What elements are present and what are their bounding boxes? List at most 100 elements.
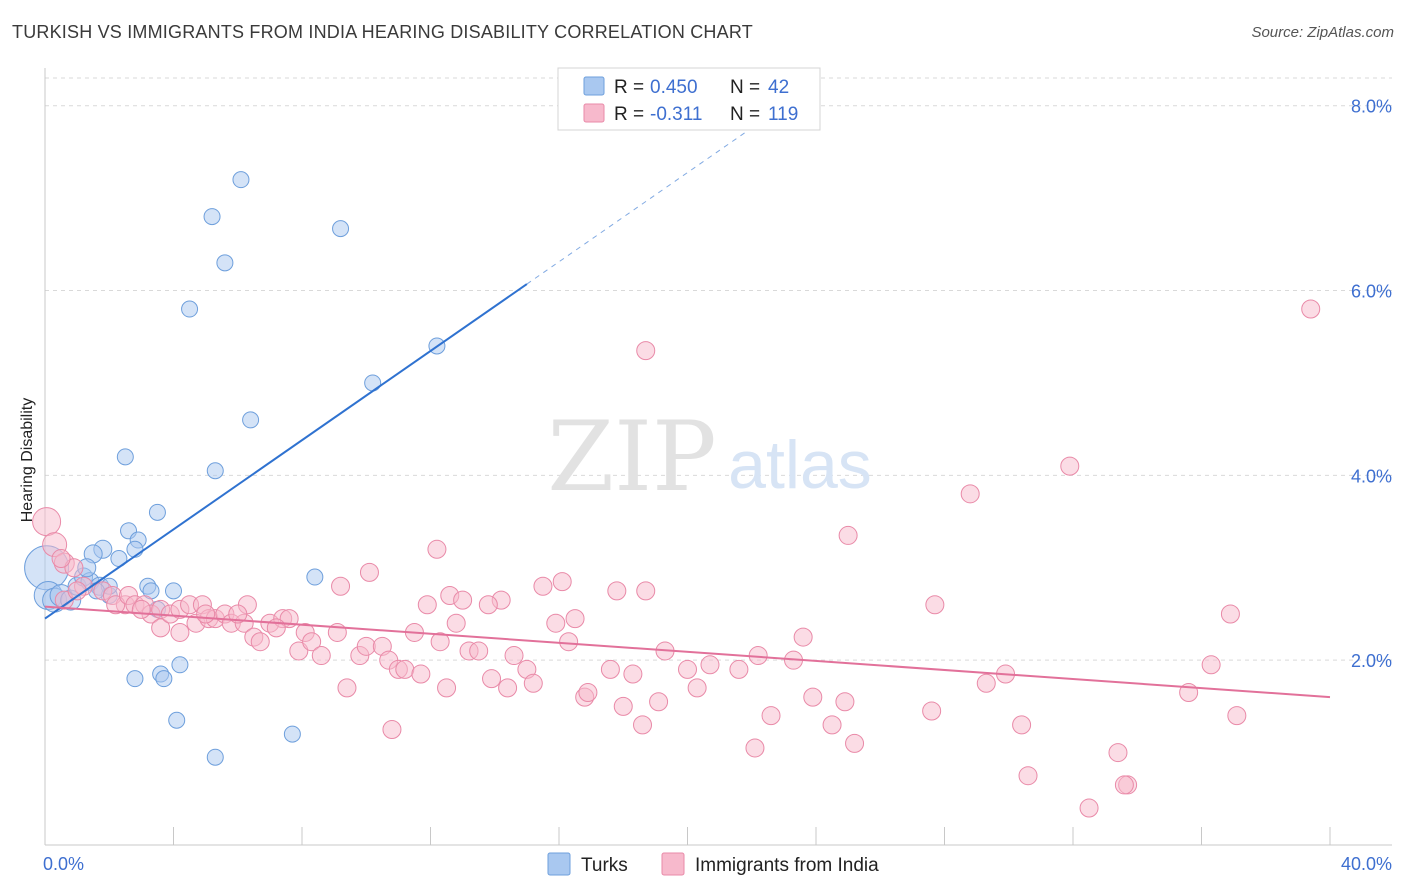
n-value: 42 [768, 77, 789, 98]
turks-point [181, 300, 199, 318]
turks-trend-line [44, 283, 528, 620]
india-point [687, 678, 707, 698]
turks-point [165, 582, 182, 600]
r-value: 0.450 [650, 77, 698, 98]
india-point [636, 341, 656, 361]
india-point [835, 692, 855, 712]
india-point [922, 701, 942, 721]
india-point [417, 595, 437, 615]
india-point [395, 659, 415, 679]
india-point [1220, 604, 1240, 624]
india-trend-line [44, 605, 1331, 699]
india-point [64, 558, 84, 578]
india-point [559, 632, 579, 652]
india-point [976, 673, 996, 693]
turks-point [148, 503, 166, 521]
india-point [745, 738, 765, 758]
india-point [411, 664, 431, 684]
turks-trend-extension [526, 116, 769, 285]
x-tick-label-min: 0.0% [43, 854, 84, 874]
y-tick-label: 8.0% [1351, 97, 1392, 117]
r-value: -0.311 [650, 104, 702, 125]
india-point [845, 733, 865, 753]
watermark-zip: ZIP [547, 401, 716, 513]
turks-point [306, 568, 324, 586]
india-point [311, 646, 331, 666]
india-point [331, 576, 351, 596]
india-point [803, 687, 823, 707]
india-point [337, 678, 357, 698]
y-tick-label: 2.0% [1351, 651, 1392, 671]
grid-layer [45, 77, 1392, 661]
india-point [250, 632, 270, 652]
india-point [578, 683, 598, 703]
india-point [822, 715, 842, 735]
n-label: N = [730, 77, 760, 98]
legend-turks-swatch [547, 852, 571, 876]
turks-point [116, 448, 134, 466]
india-point [356, 636, 376, 656]
india-point [106, 595, 126, 615]
india-point [131, 599, 151, 619]
india-point [51, 549, 71, 569]
india-point [1227, 706, 1247, 726]
india-point [636, 581, 656, 601]
trend-layer [44, 116, 1331, 699]
turks-point [364, 374, 382, 392]
india-point [565, 609, 585, 629]
india-point [482, 669, 502, 689]
india-point [607, 581, 627, 601]
axis-layer: 2.0% 4.0% 6.0% 8.0% 0.0% 40.0% [43, 68, 1392, 874]
source-label: Source: ZipAtlas.com [1251, 24, 1394, 41]
india-point [498, 678, 518, 698]
india-point [1060, 456, 1080, 476]
india-point [1012, 715, 1032, 735]
india-point [729, 659, 749, 679]
n-label: N = [730, 104, 760, 125]
india-point [925, 595, 945, 615]
india-point [793, 627, 813, 647]
turks-point [126, 540, 144, 558]
india-point [430, 632, 450, 652]
india-point [427, 539, 447, 559]
turks-point [206, 462, 224, 480]
turks-point [168, 711, 186, 729]
india-point [478, 595, 498, 615]
y-tick-label: 4.0% [1351, 466, 1392, 486]
india-point [838, 525, 858, 545]
turks-point [206, 748, 224, 766]
series-legend: Turks Immigrants from India [547, 852, 879, 876]
legend-turks-label: Turks [581, 855, 628, 876]
legend-india-label: Immigrants from India [695, 855, 879, 876]
turks-point [203, 208, 221, 226]
india-point [600, 659, 620, 679]
turks-point [283, 725, 301, 743]
india-point [289, 641, 309, 661]
india-point [761, 706, 781, 726]
turks-point [126, 670, 144, 688]
r-label: R = [614, 77, 644, 98]
india-point [151, 618, 171, 638]
india-point [196, 604, 216, 624]
india-point [302, 632, 322, 652]
turks-point [332, 220, 350, 238]
watermark-atlas: atlas [728, 427, 872, 503]
india-point [382, 719, 402, 739]
y-tick-label: 6.0% [1351, 282, 1392, 302]
india-point [437, 678, 457, 698]
india-swatch [583, 103, 605, 123]
chart-title: TURKISH VS IMMIGRANTS FROM INDIA HEARING… [12, 22, 753, 42]
turks-point [155, 670, 173, 688]
india-point [633, 715, 653, 735]
india-point [1108, 743, 1128, 763]
turks-point [216, 254, 234, 272]
india-point [504, 646, 524, 666]
india-point [613, 696, 633, 716]
india-point [1079, 798, 1099, 818]
india-point [649, 692, 669, 712]
india-point [960, 484, 980, 504]
india-point [523, 673, 543, 693]
india-point [678, 659, 697, 679]
india-point [1201, 655, 1221, 675]
india-point [359, 562, 379, 582]
